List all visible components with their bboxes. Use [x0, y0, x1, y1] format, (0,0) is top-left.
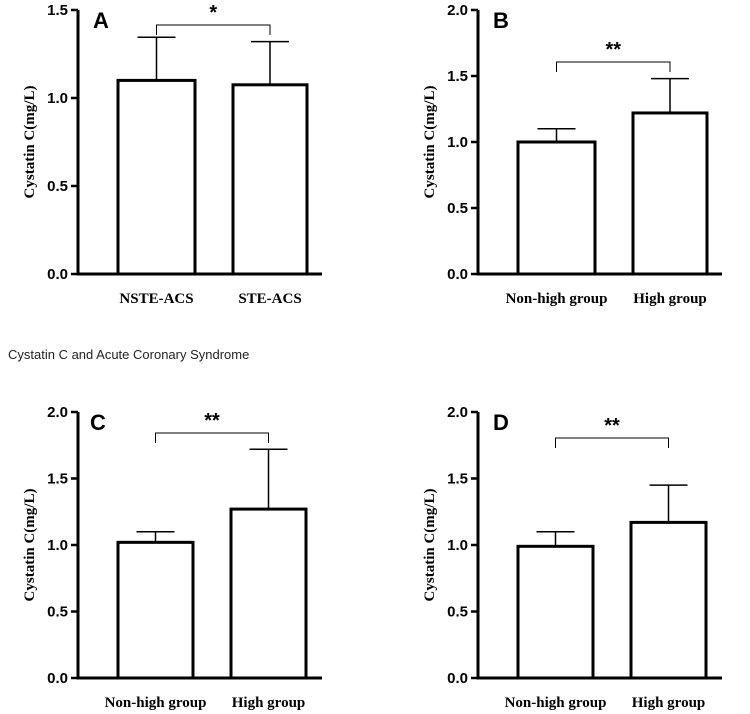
- panel-d-bar: [629, 520, 708, 680]
- panel-c-y-tick-label: 0.0: [47, 670, 68, 687]
- panel-b-label: B: [493, 8, 509, 33]
- panel-b-y-tick-label: 0.5: [447, 200, 468, 217]
- panel-b-y-tick-label: 1.0: [447, 134, 468, 151]
- panel-b-y-axis-label: Cystatin C(mg/L): [422, 86, 438, 199]
- panel-c-y-tick-label: 1.0: [47, 537, 68, 554]
- panel-d-label: D: [493, 410, 509, 435]
- panel-c-category-label: Non-high group: [105, 695, 207, 711]
- panel-b-bar: [516, 140, 597, 276]
- panel-a-y-tick-label: 1.0: [47, 90, 68, 107]
- panel-d-y-tick-label: 2.0: [447, 404, 468, 421]
- panel-d-significance-mark: **: [604, 415, 620, 437]
- panel-d-y-tick-label: 1.0: [447, 537, 468, 554]
- panel-c-bar: [229, 507, 308, 680]
- panel-d-category-label: Non-high group: [505, 695, 607, 711]
- panel-a-significance-bracket: [156, 24, 271, 35]
- panel-a-y-tick-label: 1.5: [47, 2, 68, 19]
- panel-c-label: C: [90, 410, 106, 435]
- panel-c-bar: [116, 540, 195, 680]
- panel-c-y-tick-label: 1.5: [47, 471, 68, 488]
- panel-a-category-label: NSTE-ACS: [119, 291, 193, 307]
- panel-a-label: A: [93, 8, 109, 33]
- panel-b-significance-bracket: [556, 61, 671, 72]
- panel-d-y-axis-label: Cystatin C(mg/L): [422, 489, 438, 602]
- panel-d-y-tick-label: 1.5: [447, 471, 468, 488]
- panel-d-y-tick-label: 0.5: [447, 604, 468, 621]
- panel-c-y-axis-label: Cystatin C(mg/L): [22, 489, 38, 602]
- panel-d-category-label: High group: [632, 695, 706, 711]
- panel-b-y-tick-label: 0.0: [447, 266, 468, 283]
- panel-b-y-tick-label: 2.0: [447, 2, 468, 19]
- panel-b-y-tick-label: 1.5: [447, 68, 468, 85]
- panel-c-y-tick-label: 0.5: [47, 604, 68, 621]
- panel-a-significance-mark: *: [209, 2, 217, 24]
- panel-b-bar: [631, 111, 709, 276]
- panel-b-category-label: Non-high group: [506, 291, 608, 307]
- panel-a-y-axis-label: Cystatin C(mg/L): [22, 86, 38, 199]
- panel-c-category-label: High group: [232, 695, 306, 711]
- panel-c-significance-mark: **: [204, 410, 220, 432]
- panel-d-bar: [516, 544, 595, 680]
- figure-caption: Cystatin C and Acute Coronary Syndrome: [8, 347, 250, 362]
- panel-b-category-label: High group: [633, 291, 707, 307]
- panel-a-y-tick-label: 0.5: [47, 178, 68, 195]
- panel-a-bar: [116, 78, 197, 276]
- panel-a-bar: [231, 83, 309, 276]
- panel-b-significance-mark: **: [605, 39, 621, 61]
- panel-d-significance-bracket: [555, 437, 669, 448]
- panel-c-y-tick-label: 2.0: [47, 404, 68, 421]
- panel-c-significance-bracket: [155, 432, 269, 443]
- panel-d-y-tick-label: 0.0: [447, 670, 468, 687]
- panel-a-category-label: STE-ACS: [238, 291, 301, 307]
- panel-a-y-tick-label: 0.0: [47, 266, 68, 283]
